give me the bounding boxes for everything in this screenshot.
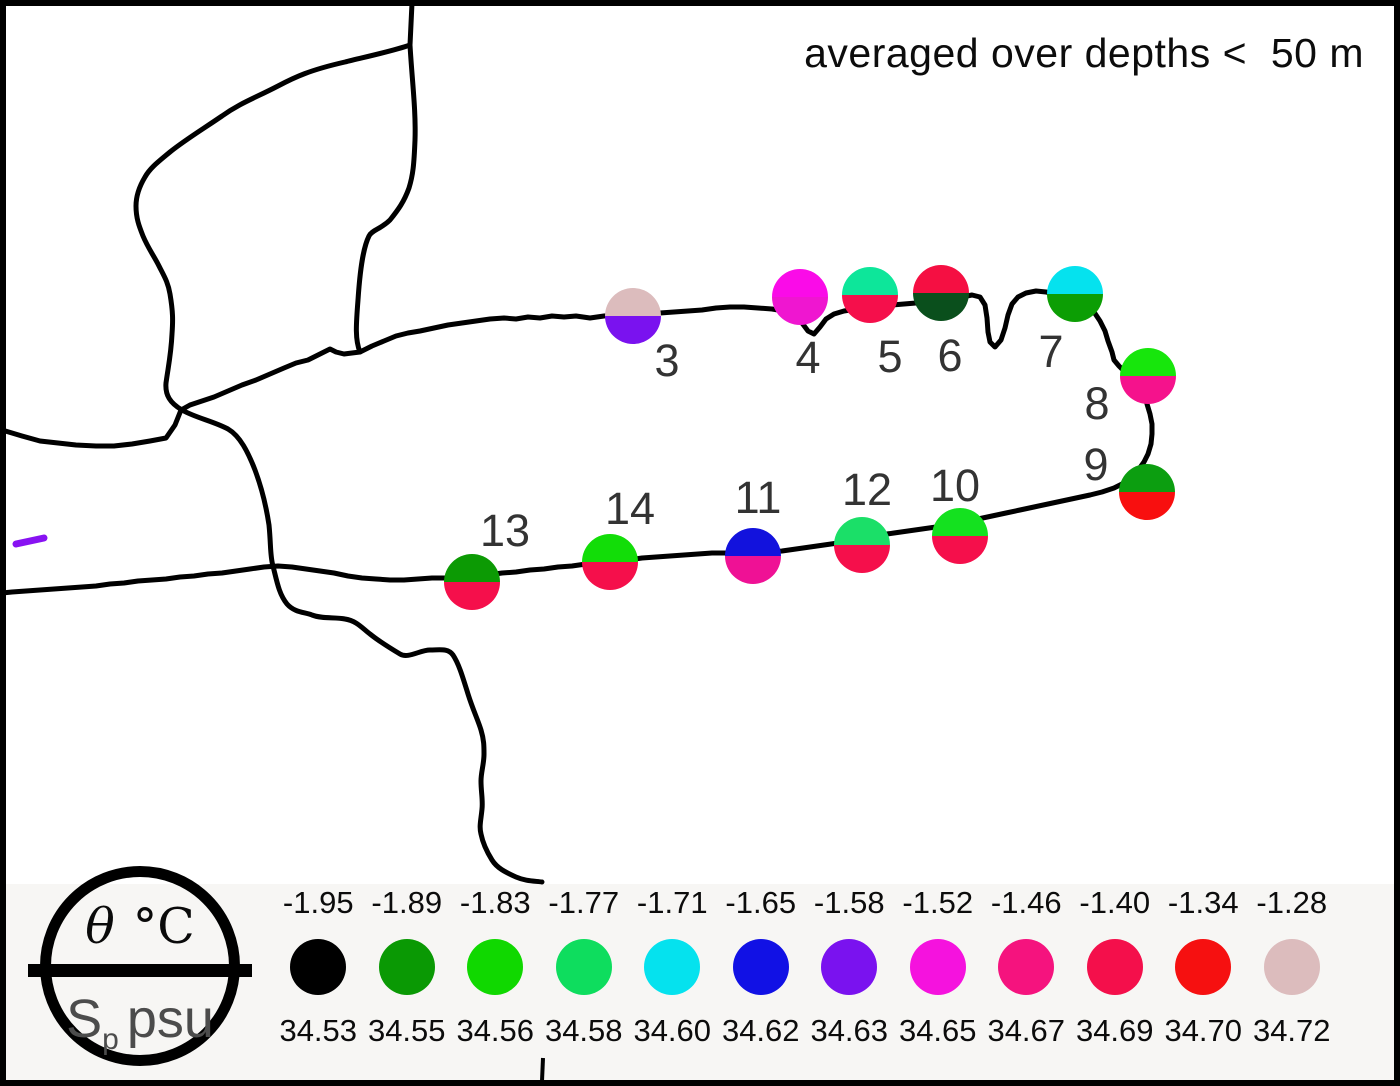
- station-5-marker: [842, 267, 898, 323]
- legend-scale-entry: -1.71 34.60: [628, 884, 717, 1060]
- theta-value: -1.71: [636, 885, 708, 920]
- salinity-value: 34.58: [544, 1013, 623, 1048]
- theta-value: -1.77: [548, 885, 620, 920]
- legend-color-scale: -1.95 34.53 -1.89 34.55 -1.83 34.56 -1.77 34.58…: [274, 884, 1336, 1060]
- station-10-label: 10: [929, 460, 981, 511]
- scale-color-dot: [998, 939, 1055, 995]
- legend-scale-entry: -1.34 34.70: [1159, 884, 1248, 1060]
- legend-scale-entry: -1.46 34.67: [982, 884, 1071, 1060]
- theta-value: -1.34: [1167, 885, 1239, 920]
- station-6-label: 6: [937, 330, 963, 381]
- theta-value: -1.65: [725, 885, 797, 920]
- station-10-marker: [932, 508, 988, 564]
- legend-symbol-divider: [28, 964, 252, 977]
- theta-unit: °C: [132, 898, 195, 955]
- station-13-marker: [444, 554, 500, 610]
- legend-theta-label: θ °C: [40, 898, 240, 955]
- violet-edge-mark: [12, 534, 48, 548]
- legend-scale-entry: -1.28 34.72: [1248, 884, 1337, 1060]
- theta-value: -1.95: [282, 885, 354, 920]
- salinity-value: 34.67: [987, 1013, 1066, 1048]
- salinity-symbol: S: [66, 989, 103, 1049]
- bottom-axis-tick: [540, 1057, 545, 1082]
- salinity-value: 34.69: [1075, 1013, 1154, 1048]
- scale-color-dot: [378, 939, 435, 995]
- station-11-label: 11: [734, 472, 782, 523]
- station-7-marker: [1047, 266, 1103, 322]
- salinity-subscript: p: [102, 1022, 119, 1056]
- scale-color-dot: [1086, 939, 1143, 995]
- coastline-western-sweep: [133, 42, 545, 885]
- figure-title: averaged over depths < 50 m: [804, 30, 1364, 76]
- legend-scale-entry: -1.89 34.55: [363, 884, 452, 1060]
- theta-value: -1.89: [371, 885, 443, 920]
- salinity-value: 34.63: [810, 1013, 889, 1048]
- salinity-unit: psu: [126, 989, 214, 1049]
- theta-value: -1.40: [1079, 885, 1151, 920]
- station-9-marker: [1119, 464, 1175, 520]
- theta-value: -1.58: [813, 885, 885, 920]
- scale-color-dot: [732, 939, 789, 995]
- theta-value: -1.28: [1256, 885, 1328, 920]
- scale-color-dot: [290, 939, 347, 995]
- scale-color-dot: [909, 939, 966, 995]
- theta-value: -1.83: [459, 885, 531, 920]
- station-14-label: 14: [604, 483, 656, 534]
- station-5-label: 5: [877, 331, 903, 382]
- scale-color-dot: [644, 939, 701, 995]
- salinity-value: 34.60: [633, 1013, 712, 1048]
- legend-scale-entry: -1.52 34.65: [894, 884, 983, 1060]
- salinity-value: 34.72: [1252, 1013, 1331, 1048]
- station-6-marker: [913, 265, 969, 321]
- scale-color-dot: [467, 939, 524, 995]
- scale-color-dot: [1263, 939, 1320, 995]
- station-12-marker: [834, 517, 890, 573]
- scale-color-dot: [1175, 939, 1232, 995]
- legend-scale-entry: -1.65 34.62: [717, 884, 806, 1060]
- legend-scale-entry: -1.58 34.63: [805, 884, 894, 1060]
- legend-salinity-label: Sp psu: [40, 988, 240, 1057]
- station-4-label: 4: [795, 332, 821, 383]
- station-3-marker: [605, 288, 661, 344]
- coastline-inland-line: [353, 0, 418, 355]
- station-9-label: 9: [1083, 439, 1109, 490]
- legend-scale-entry: -1.95 34.53: [274, 884, 363, 1060]
- salinity-value: 34.70: [1164, 1013, 1243, 1048]
- station-8-marker: [1120, 348, 1176, 404]
- station-12-label: 12: [841, 464, 893, 515]
- scale-color-dot: [555, 939, 612, 995]
- station-11-marker: [725, 528, 781, 584]
- station-14-marker: [582, 534, 638, 590]
- station-3-label: 3: [654, 335, 680, 386]
- station-8-label: 8: [1084, 378, 1110, 429]
- salinity-value: 34.55: [367, 1013, 446, 1048]
- theta-value: -1.52: [902, 885, 974, 920]
- scale-color-dot: [821, 939, 878, 995]
- legend-scale-entry: -1.77 34.58: [540, 884, 629, 1060]
- salinity-value: 34.56: [456, 1013, 535, 1048]
- salinity-value: 34.65: [898, 1013, 977, 1048]
- station-4-marker: [772, 269, 828, 325]
- station-7-label: 7: [1038, 326, 1064, 377]
- theta-symbol: θ: [85, 898, 115, 955]
- legend-scale-entry: -1.40 34.69: [1071, 884, 1160, 1060]
- salinity-value: 34.62: [721, 1013, 800, 1048]
- salinity-value: 34.53: [279, 1013, 358, 1048]
- theta-value: -1.46: [990, 885, 1062, 920]
- legend-scale-entry: -1.83 34.56: [451, 884, 540, 1060]
- station-13-label: 13: [479, 505, 531, 556]
